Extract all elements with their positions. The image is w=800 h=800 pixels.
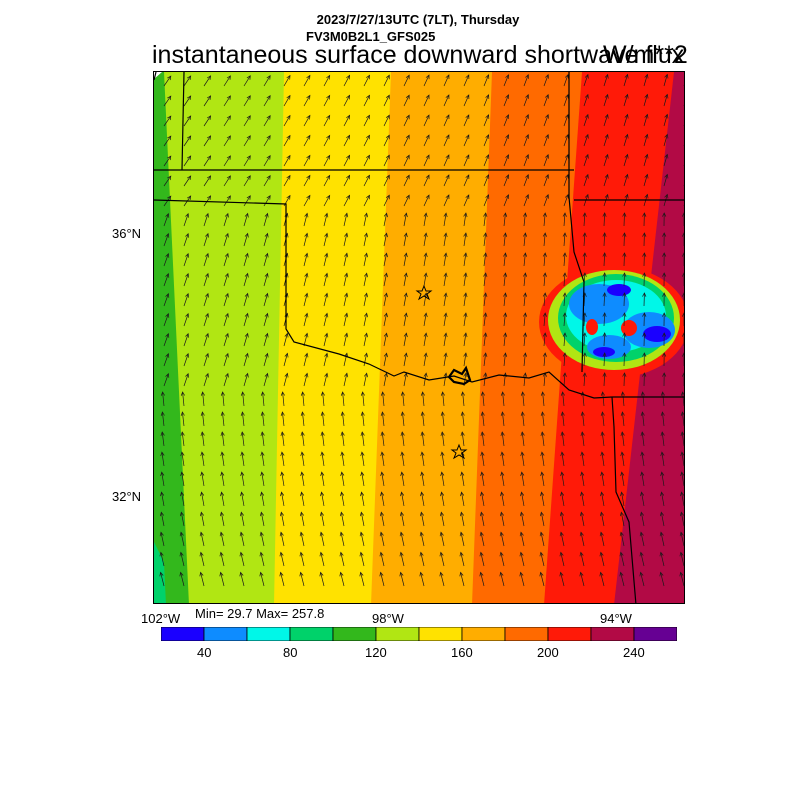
- colorbar-swatch: [461, 627, 506, 641]
- colorbar-tick-label: 120: [365, 645, 387, 660]
- min-max-label: Min= 29.7 Max= 257.8: [195, 606, 325, 621]
- colorbar-swatch: [418, 627, 463, 641]
- colorbar-swatch: [504, 627, 549, 641]
- colorbar-swatch: [547, 627, 592, 641]
- colorbar-swatch: [332, 627, 377, 641]
- colorbar: [161, 627, 677, 641]
- map-field-svg: [154, 72, 684, 603]
- colorbar-tick-label: 160: [451, 645, 473, 660]
- colorbar-swatch: [590, 627, 635, 641]
- colorbar-swatch: [289, 627, 334, 641]
- station-markers: [415, 284, 468, 460]
- colorbar-tick-label: 80: [283, 645, 298, 660]
- lon-label-94w: 94°W: [600, 611, 632, 626]
- map-title: instantaneous surface downward shortwave…: [152, 41, 685, 69]
- cloud-patch: [539, 266, 684, 378]
- colorbar-tick-label: 40: [197, 645, 212, 660]
- state-borders: [154, 72, 684, 603]
- colorbar-swatch: [161, 627, 205, 641]
- wind-vectors: [159, 73, 684, 587]
- datetime-header: 2023/7/27/13UTC (7LT), Thursday: [316, 12, 520, 27]
- map-panel: 8: [153, 71, 685, 604]
- colorbar-tick-label: 200: [537, 645, 559, 660]
- units-label: W/m**2: [603, 41, 688, 69]
- lon-label-98w: 98°W: [372, 611, 404, 626]
- star-marker: [450, 443, 468, 460]
- lat-label-36n: 36°N: [112, 226, 142, 241]
- colorbar-swatch: [375, 627, 420, 641]
- model-header: FV3M0B2L1_GFS025: [306, 29, 436, 44]
- colorbar-swatch: [246, 627, 291, 641]
- colorbar-swatch: [203, 627, 248, 641]
- star-marker: [415, 284, 433, 301]
- lat-label-32n: 32°N: [112, 489, 142, 504]
- colorbar-tick-label: 240: [623, 645, 645, 660]
- colorbar-swatch: [633, 627, 677, 641]
- lon-label-102w: 102°W: [141, 611, 181, 626]
